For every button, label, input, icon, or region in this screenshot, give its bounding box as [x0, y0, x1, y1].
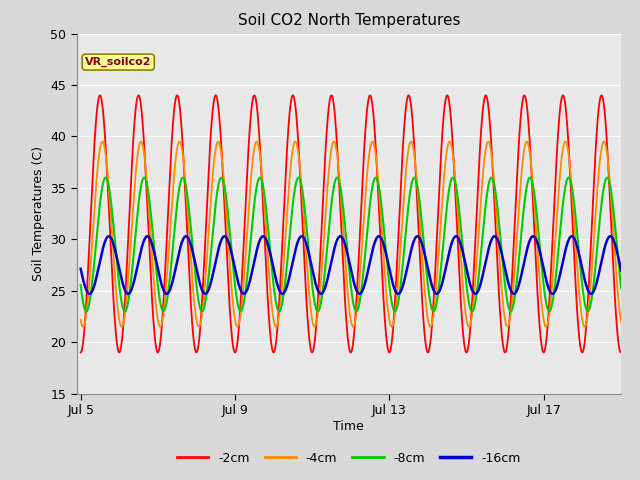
X-axis label: Time: Time	[333, 420, 364, 433]
Y-axis label: Soil Temperatures (C): Soil Temperatures (C)	[32, 146, 45, 281]
Legend: -2cm, -4cm, -8cm, -16cm: -2cm, -4cm, -8cm, -16cm	[172, 447, 526, 469]
Text: VR_soilco2: VR_soilco2	[85, 57, 152, 67]
Title: Soil CO2 North Temperatures: Soil CO2 North Temperatures	[237, 13, 460, 28]
